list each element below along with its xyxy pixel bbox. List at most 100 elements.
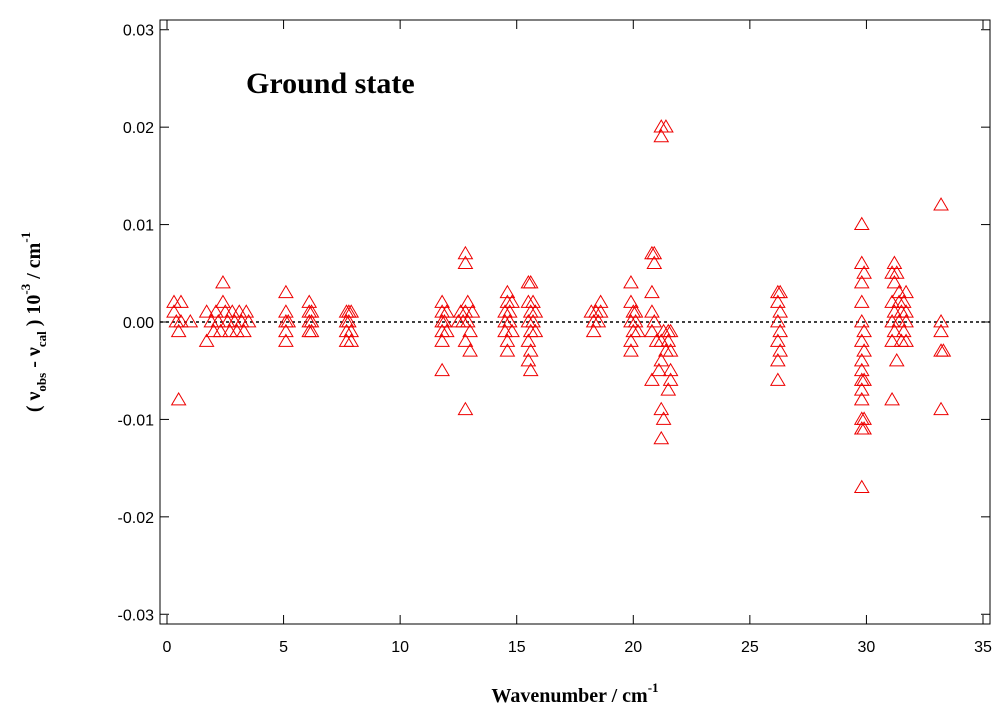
data-point-marker <box>623 275 639 289</box>
data-point-marker <box>933 323 949 338</box>
data-point-marker <box>527 323 544 338</box>
data-point-marker <box>853 333 870 347</box>
data-point-marker <box>208 304 224 318</box>
data-point-marker <box>660 382 677 396</box>
data-point-marker <box>853 382 870 396</box>
data-point-marker <box>623 343 639 357</box>
data-point-marker <box>457 255 474 269</box>
y-axis-title-sub-cal: cal <box>34 331 49 347</box>
data-point-marker <box>898 314 914 328</box>
data-point-marker <box>525 314 541 328</box>
data-point-marker <box>856 372 872 386</box>
data-point-marker <box>215 294 231 308</box>
data-point-marker <box>644 304 660 318</box>
data-point-marker <box>769 333 786 347</box>
x-tick-label: 10 <box>391 639 409 656</box>
data-point-marker <box>662 372 679 386</box>
data-point-marker <box>886 323 903 338</box>
data-point-marker <box>504 323 520 338</box>
data-point-marker <box>210 314 227 328</box>
x-tick-label: 30 <box>858 639 876 656</box>
data-point-marker <box>627 314 644 328</box>
data-point-marker <box>434 294 450 308</box>
data-point-marker <box>464 304 481 318</box>
data-point-marker <box>590 314 607 328</box>
x-tick-label: 5 <box>279 639 288 656</box>
y-axis-title-open: ( ν <box>23 392 45 413</box>
data-point-marker <box>644 372 660 386</box>
data-point-marker <box>853 314 870 328</box>
data-point-marker <box>888 352 905 367</box>
data-point-marker <box>434 333 450 347</box>
data-point-marker <box>888 265 905 279</box>
data-point-marker <box>499 333 516 347</box>
data-point-marker <box>499 284 516 299</box>
data-point-marker <box>933 314 949 328</box>
data-point-marker <box>655 411 672 425</box>
x-axis-title: Wavenumber / cm-1 <box>491 680 658 707</box>
y-tick-label: -0.03 <box>118 607 155 624</box>
data-point-marker <box>853 352 870 367</box>
data-point-marker <box>856 411 872 425</box>
data-point-marker <box>457 401 474 416</box>
data-point-marker <box>520 352 537 367</box>
data-point-marker <box>769 352 786 367</box>
data-point-marker <box>644 284 660 299</box>
data-point-marker <box>884 333 900 347</box>
x-tick-label: 15 <box>508 639 526 656</box>
data-point-marker <box>343 323 360 338</box>
data-point-marker <box>651 362 667 377</box>
data-point-marker <box>215 275 231 289</box>
data-point-marker <box>895 323 912 338</box>
y-axis-title-sup-unit: -1 <box>18 232 33 243</box>
data-point-marker <box>438 323 455 338</box>
y-tick-label: 0.02 <box>123 120 154 137</box>
data-point-marker <box>653 128 670 143</box>
data-point-marker <box>522 362 539 377</box>
data-point-marker <box>520 333 537 347</box>
data-point-marker <box>457 333 474 347</box>
data-point-marker <box>853 362 870 377</box>
data-point-marker <box>434 362 450 377</box>
data-point-marker <box>646 314 663 328</box>
data-point-marker <box>170 391 187 406</box>
data-point-marker <box>343 304 360 318</box>
x-tick-label: 20 <box>624 639 642 656</box>
data-point-marker <box>459 294 476 308</box>
data-point-marker <box>627 304 644 318</box>
data-point-marker <box>853 294 870 308</box>
data-point-marker <box>303 323 320 338</box>
data-point-marker <box>769 372 786 386</box>
data-point-marker <box>772 304 789 318</box>
x-axis-title-main: Wavenumber / cm <box>491 685 648 707</box>
data-point-marker <box>653 430 670 445</box>
y-axis-title-mid: - ν <box>23 347 45 373</box>
data-point-marker <box>173 314 189 328</box>
data-point-marker <box>772 284 789 299</box>
x-tick-label: 0 <box>163 639 172 656</box>
data-point-marker <box>198 304 215 318</box>
data-point-marker <box>527 304 544 318</box>
data-point-marker <box>499 343 516 357</box>
data-point-marker <box>592 304 609 318</box>
data-point-marker <box>166 304 182 318</box>
data-point-marker <box>646 255 663 269</box>
data-point-marker <box>459 314 476 328</box>
x-tick-label: 25 <box>741 639 759 656</box>
data-point-marker <box>658 119 674 133</box>
data-point-marker <box>462 323 478 338</box>
data-point-marker <box>853 391 870 406</box>
data-point-marker <box>340 314 357 328</box>
data-point-marker <box>895 294 912 308</box>
data-point-marker <box>662 323 679 338</box>
data-point-marker <box>303 314 320 328</box>
data-point-marker <box>623 294 639 308</box>
ground-state-annotation: Ground state <box>246 67 415 100</box>
data-point-marker <box>772 323 789 338</box>
data-point-marker <box>236 323 252 338</box>
data-point-marker <box>886 275 903 289</box>
data-point-marker <box>653 352 670 367</box>
data-point-marker <box>170 323 187 338</box>
data-point-marker <box>436 314 453 328</box>
